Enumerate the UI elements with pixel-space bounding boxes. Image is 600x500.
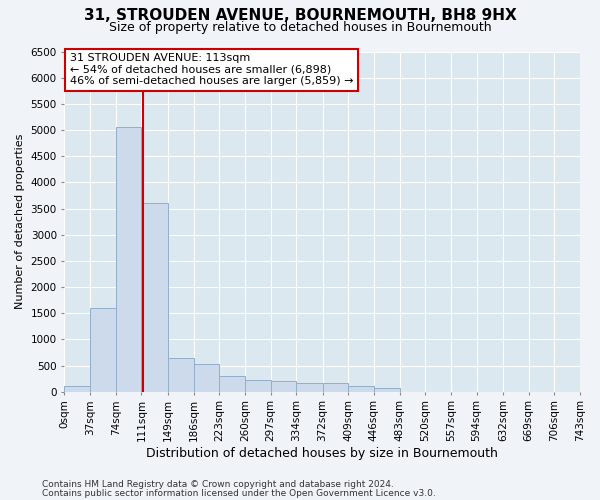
- X-axis label: Distribution of detached houses by size in Bournemouth: Distribution of detached houses by size …: [146, 447, 498, 460]
- Bar: [271, 381, 296, 392]
- Bar: [219, 376, 245, 392]
- Bar: [296, 383, 323, 392]
- Text: Size of property relative to detached houses in Bournemouth: Size of property relative to detached ho…: [109, 21, 491, 34]
- Bar: [374, 388, 400, 392]
- Bar: [90, 308, 116, 392]
- Bar: [116, 128, 142, 392]
- Text: Contains HM Land Registry data © Crown copyright and database right 2024.: Contains HM Land Registry data © Crown c…: [42, 480, 394, 489]
- Bar: [142, 204, 168, 392]
- Bar: [168, 358, 194, 392]
- Bar: [245, 380, 271, 392]
- Text: Contains public sector information licensed under the Open Government Licence v3: Contains public sector information licen…: [42, 488, 436, 498]
- Text: 31, STROUDEN AVENUE, BOURNEMOUTH, BH8 9HX: 31, STROUDEN AVENUE, BOURNEMOUTH, BH8 9H…: [83, 8, 517, 22]
- Y-axis label: Number of detached properties: Number of detached properties: [15, 134, 25, 310]
- Bar: [323, 383, 348, 392]
- Text: 31 STROUDEN AVENUE: 113sqm
← 54% of detached houses are smaller (6,898)
46% of s: 31 STROUDEN AVENUE: 113sqm ← 54% of deta…: [70, 53, 353, 86]
- Bar: [348, 386, 374, 392]
- Bar: [64, 386, 90, 392]
- Bar: [194, 364, 219, 392]
